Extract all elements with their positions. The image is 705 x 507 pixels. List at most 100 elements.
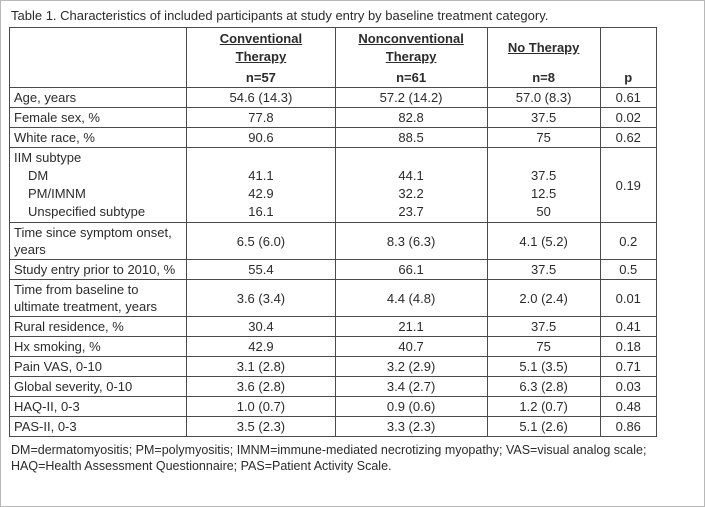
row-value: 37.5 — [486, 259, 601, 280]
row-value: 57.0 (8.3) — [486, 87, 601, 108]
row-value: 3.4 (2.7) — [334, 376, 488, 397]
row-value: 5.1 (3.5) — [486, 356, 601, 377]
row-value: 82.8 — [334, 107, 488, 128]
group-subrow-value: 41.1 — [248, 168, 274, 183]
row-pvalue: 0.2 — [599, 222, 658, 260]
row-label: White race, % — [8, 127, 188, 148]
group-subrow-label: DM — [28, 168, 49, 183]
table-row: Pain VAS, 0-10 3.1 (2.8) 3.2 (2.9) 5.1 (3.5… — [8, 356, 658, 377]
row-value: 6.3 (2.8) — [486, 376, 601, 397]
row-value: 37.5 — [486, 316, 601, 337]
row-value: 8.3 (6.3) — [334, 222, 488, 260]
row-pvalue: 0.62 — [599, 127, 658, 148]
col-header-name: No Therapy — [490, 28, 598, 68]
row-value: 90.6 — [186, 127, 336, 148]
col-header-line: Therapy — [385, 49, 437, 64]
row-pvalue: 0.48 — [599, 396, 658, 417]
table-group-row: IIM subtype DM PM/IMNM Unspecified subtype … — [8, 147, 658, 223]
row-label: Hx smoking, % — [8, 336, 188, 357]
group-subrow-label: PM/IMNM — [28, 186, 86, 201]
row-label: Time since symptom onset, years — [8, 222, 188, 260]
row-pvalue: 0.03 — [599, 376, 658, 397]
row-value: 3.1 (2.8) — [186, 356, 336, 377]
header-col-conventional: Conventional Therapy n=57 — [186, 27, 336, 88]
row-label: Time from baseline to ultimate treatment… — [8, 279, 188, 317]
row-value: 5.1 (2.6) — [486, 416, 601, 437]
row-value: 4.4 (4.8) — [334, 279, 488, 317]
row-pvalue: 0.02 — [599, 107, 658, 128]
header-row: Conventional Therapy n=57 Nonconventiona… — [8, 27, 658, 88]
row-label: Age, years — [8, 87, 188, 108]
col-header-line: No Therapy — [507, 40, 580, 55]
row-value: 6.5 (6.0) — [186, 222, 336, 260]
row-value: 77.8 — [186, 107, 336, 128]
table-row: White race, % 90.6 88.5 75 0.62 — [8, 127, 658, 148]
group-subrow-value: 16.1 — [248, 204, 274, 219]
col-header-name: Conventional Therapy — [189, 28, 332, 68]
group-value-cell: 37.5 12.5 50 — [486, 147, 601, 223]
col-header-line: Conventional — [219, 31, 303, 46]
characteristics-table: Conventional Therapy n=57 Nonconventiona… — [8, 27, 658, 437]
group-value-cell: 44.1 32.2 23.7 — [334, 147, 488, 223]
table-footnote: DM=dermatomyositis; PM=polymyositis; IMN… — [11, 443, 647, 473]
row-value: 3.3 (2.3) — [334, 416, 488, 437]
row-value: 57.2 (14.2) — [334, 87, 488, 108]
group-spacer — [340, 149, 483, 167]
row-value: 75 — [486, 336, 601, 357]
row-value: 30.4 — [186, 316, 336, 337]
row-value: 66.1 — [334, 259, 488, 280]
row-value: 3.2 (2.9) — [334, 356, 488, 377]
col-header-n: n=57 — [245, 70, 276, 85]
table-body: Age, years 54.6 (14.3) 57.2 (14.2) 57.0 (8.… — [8, 87, 658, 437]
row-value: 40.7 — [334, 336, 488, 357]
group-subrow-value: 50 — [536, 204, 551, 219]
table-row: Rural residence, % 30.4 21.1 37.5 0.41 — [8, 316, 658, 337]
row-label: Study entry prior to 2010, % — [8, 259, 188, 280]
row-value: 37.5 — [486, 107, 601, 128]
table-row: Study entry prior to 2010, % 55.4 66.1 37.5… — [8, 259, 658, 280]
row-value: 75 — [486, 127, 601, 148]
header-col-no-therapy: No Therapy n=8 — [486, 27, 601, 88]
group-subrow-value: 23.7 — [398, 204, 424, 219]
col-header-n: n=61 — [396, 70, 427, 85]
col-header-n: n=8 — [532, 70, 555, 85]
row-value: 2.0 (2.4) — [486, 279, 601, 317]
row-value: 54.6 (14.3) — [186, 87, 336, 108]
row-label: Global severity, 0-10 — [8, 376, 188, 397]
table-row: Hx smoking, % 42.9 40.7 75 0.18 — [8, 336, 658, 357]
group-value-cell: 41.1 42.9 16.1 — [186, 147, 336, 223]
row-pvalue: 0.86 — [599, 416, 658, 437]
row-pvalue: 0.01 — [599, 279, 658, 317]
col-header-line: Nonconventional — [358, 31, 464, 46]
row-value: 21.1 — [334, 316, 488, 337]
table-row: Female sex, % 77.8 82.8 37.5 0.02 — [8, 107, 658, 128]
table-row: PAS-II, 0-3 3.5 (2.3) 3.3 (2.3) 5.1 (2.6) 0.… — [8, 416, 658, 437]
col-header-name — [603, 28, 654, 68]
row-value: 42.9 — [186, 336, 336, 357]
row-value: 55.4 — [186, 259, 336, 280]
row-pvalue: 0.5 — [599, 259, 658, 280]
row-pvalue: 0.61 — [599, 87, 658, 108]
group-subrow-value: 12.5 — [530, 186, 557, 201]
table-row: Time since symptom onset, years 6.5 (6.0)… — [8, 222, 658, 260]
table-row: HAQ-II, 0-3 1.0 (0.7) 0.9 (0.6) 1.2 (0.7) 0.… — [8, 396, 658, 417]
row-value: 4.1 (5.2) — [486, 222, 601, 260]
group-label-cell: IIM subtype DM PM/IMNM Unspecified subtype — [8, 147, 188, 223]
group-label: IIM subtype — [14, 150, 82, 165]
row-label: Pain VAS, 0-10 — [8, 356, 188, 377]
table-caption: Table 1. Characteristics of included par… — [11, 8, 549, 23]
row-value: 0.9 (0.6) — [334, 396, 488, 417]
table-header: Conventional Therapy n=57 Nonconventiona… — [8, 27, 658, 88]
header-col-p: p — [599, 27, 658, 88]
group-subrow-value: 32.2 — [398, 186, 424, 201]
group-pvalue: 0.19 — [599, 147, 658, 223]
row-pvalue: 0.41 — [599, 316, 658, 337]
table-row: Time from baseline to ultimate treatment… — [8, 279, 658, 317]
group-subrow-value: 44.1 — [398, 168, 424, 183]
p-header-label: p — [624, 70, 633, 85]
table-row: Age, years 54.6 (14.3) 57.2 (14.2) 57.0 (8.… — [8, 87, 658, 108]
table-row: Global severity, 0-10 3.6 (2.8) 3.4 (2.7) 6… — [8, 376, 658, 397]
row-label: HAQ-II, 0-3 — [8, 396, 188, 417]
row-label: PAS-II, 0-3 — [8, 416, 188, 437]
